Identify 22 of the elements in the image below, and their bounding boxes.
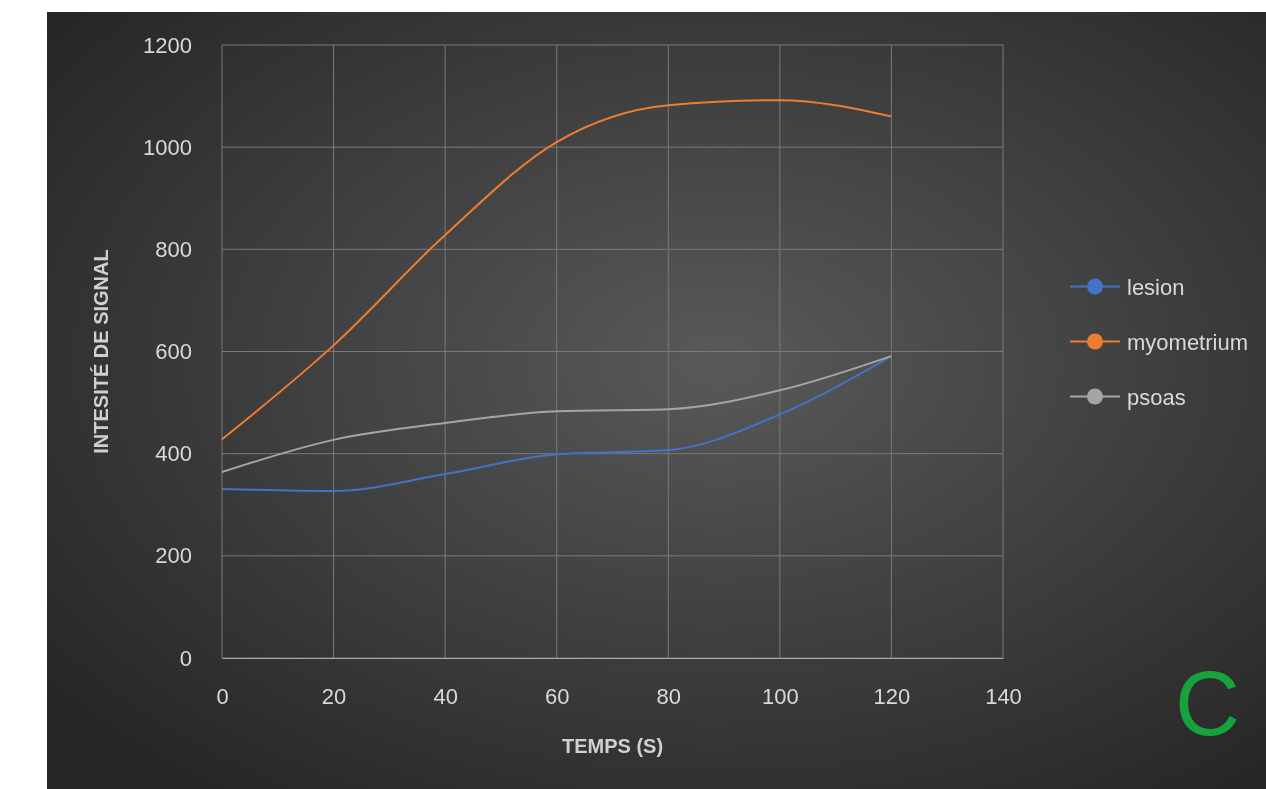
y-tick-label: 600 (155, 339, 192, 365)
text: C (1175, 654, 1240, 754)
y-tick-label: 1000 (143, 134, 192, 160)
legend-label: psoas (1127, 384, 1186, 410)
y-axis-title: INTESITÉ DE SIGNAL (90, 249, 112, 454)
y-tick-label: 0 (179, 645, 192, 671)
y-tick-label: 400 (155, 441, 192, 467)
x-tick-label: 120 (873, 683, 911, 709)
x-tick-label: 60 (544, 683, 570, 709)
legend-label: lesion (1127, 274, 1185, 300)
legend-label: myometrium (1127, 329, 1249, 355)
x-tick-label: 80 (656, 683, 682, 709)
y-tick-label: 800 (155, 236, 192, 262)
x-tick-label: 140 (985, 683, 1022, 709)
x-tick-label: 100 (762, 683, 799, 709)
line-series (221, 99, 893, 441)
x-tick-label: 40 (433, 683, 458, 709)
x-tick-label: 20 (321, 683, 347, 709)
x-tick-label: 0 (216, 683, 229, 709)
x-axis-title: TEMPS (S) (561, 735, 664, 757)
y-tick-label: 1200 (143, 32, 192, 58)
y-tick-label: 200 (155, 543, 192, 569)
